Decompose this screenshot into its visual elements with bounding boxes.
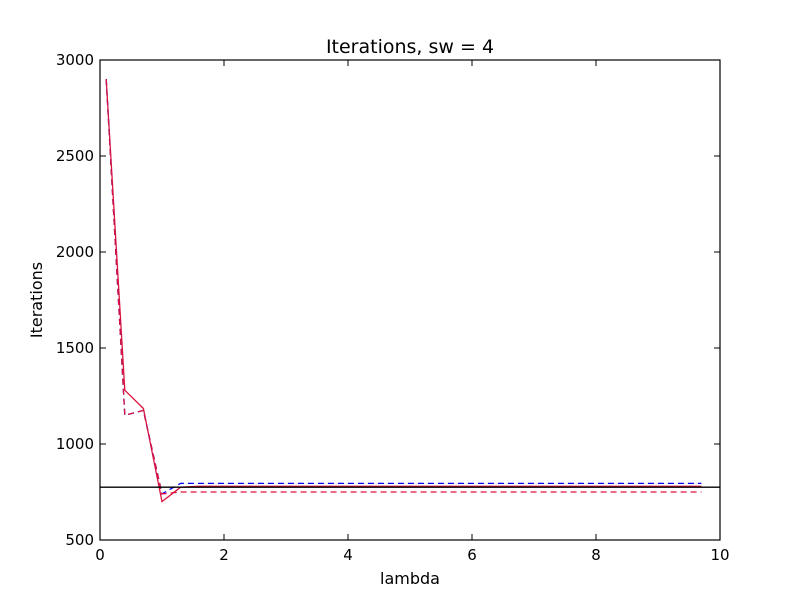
x-axis-label: lambda [380, 569, 440, 588]
x-tick-label: 2 [219, 546, 229, 564]
y-axis-label: Iterations [27, 262, 46, 338]
y-tick-label: 500 [65, 531, 94, 549]
x-tick-label: 0 [95, 546, 105, 564]
y-tick-label: 3000 [56, 51, 94, 69]
series-line-3 [105, 79, 702, 495]
plot-area [100, 60, 720, 540]
y-tick-label: 1000 [56, 435, 94, 453]
chart-title: Iterations, sw = 4 [326, 36, 494, 58]
x-tick-label: 10 [710, 546, 729, 564]
x-tick-label: 8 [591, 546, 601, 564]
plot-frame [99, 59, 721, 541]
x-tick-label: 4 [343, 546, 353, 564]
y-tick-label: 1500 [56, 339, 94, 357]
x-tick-label: 6 [467, 546, 477, 564]
y-tick-label: 2500 [56, 147, 94, 165]
series-line-2 [105, 79, 702, 495]
y-tick-label: 2000 [56, 243, 94, 261]
series-layer [100, 79, 720, 503]
